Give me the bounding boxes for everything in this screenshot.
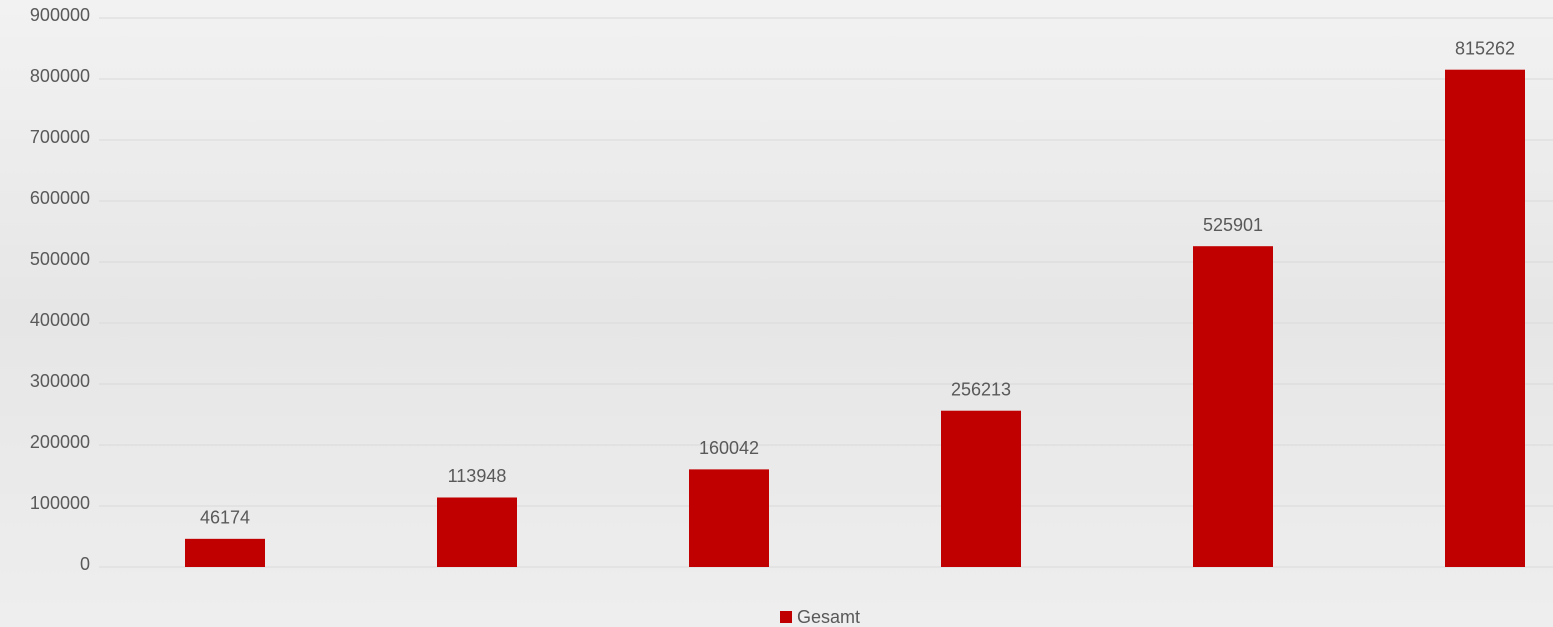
data-label: 46174 xyxy=(200,508,250,528)
data-label: 525901 xyxy=(1203,215,1263,235)
y-tick-label: 200000 xyxy=(30,432,90,452)
bar xyxy=(185,539,265,567)
y-tick-label: 0 xyxy=(80,554,90,574)
data-label: 815262 xyxy=(1455,38,1515,58)
data-label: 256213 xyxy=(951,379,1011,399)
bar xyxy=(1193,246,1273,567)
bar xyxy=(689,469,769,567)
bar xyxy=(941,411,1021,567)
bar xyxy=(1445,70,1525,567)
y-tick-label: 800000 xyxy=(30,66,90,86)
y-tick-label: 900000 xyxy=(30,5,90,25)
y-tick-label: 400000 xyxy=(30,310,90,330)
bar xyxy=(437,497,517,567)
y-tick-label: 600000 xyxy=(30,188,90,208)
data-label: 160042 xyxy=(699,438,759,458)
y-tick-label: 100000 xyxy=(30,493,90,513)
y-tick-label: 300000 xyxy=(30,371,90,391)
y-tick-label: 500000 xyxy=(30,249,90,269)
legend-swatch xyxy=(780,611,792,623)
chart: 0 100000 200000 300000 400000 500000 600000 700… xyxy=(0,0,1553,627)
data-label: 113948 xyxy=(448,466,507,486)
y-tick-label: 700000 xyxy=(30,127,90,147)
legend-label: Gesamt xyxy=(797,607,860,627)
